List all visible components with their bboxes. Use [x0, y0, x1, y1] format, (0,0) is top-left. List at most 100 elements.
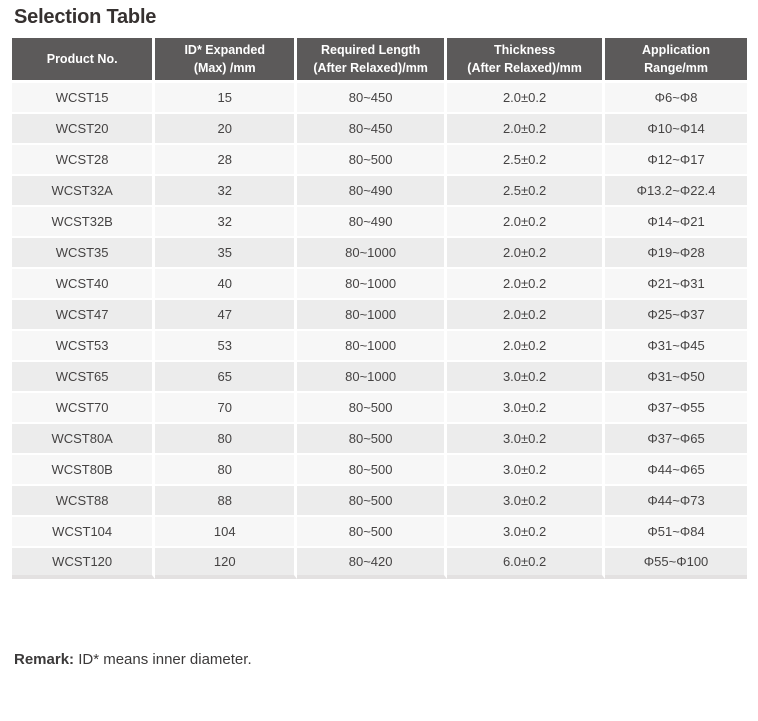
page: Selection Table Product No. ID* Expanded (… — [12, 6, 758, 668]
cell-thickness: 3.0±0.2 — [447, 455, 606, 486]
cell-product-no: WCST70 — [12, 393, 156, 424]
cell-id-expanded: 28 — [155, 145, 298, 176]
table-header: Product No. ID* Expanded (Max) /mm Required… — [12, 38, 747, 83]
cell-required-length: 80~1000 — [297, 269, 448, 300]
table-row: WCST40 40 80~1000 2.0±0.2 Φ21~Φ31 — [12, 269, 747, 300]
remark-label: Remark: — [14, 651, 75, 668]
cell-id-expanded: 104 — [155, 517, 298, 548]
cell-id-expanded: 40 — [155, 269, 298, 300]
cell-required-length: 80~1000 — [297, 362, 448, 393]
cell-product-no: WCST32B — [12, 207, 156, 238]
cell-required-length: 80~500 — [297, 393, 448, 424]
cell-id-expanded: 80 — [155, 424, 298, 455]
table-row: WCST47 47 80~1000 2.0±0.2 Φ25~Φ37 — [12, 300, 747, 331]
table-row: WCST80B 80 80~500 3.0±0.2 Φ44~Φ65 — [12, 455, 747, 486]
column-header-id-expanded: ID* Expanded (Max) /mm — [155, 38, 298, 83]
cell-required-length: 80~490 — [297, 207, 448, 238]
column-header-line1: ID* Expanded — [184, 42, 266, 57]
cell-required-length: 80~1000 — [297, 238, 448, 269]
page-title: Selection Table — [14, 6, 157, 28]
table-row: WCST20 20 80~450 2.0±0.2 Φ10~Φ14 — [12, 114, 747, 145]
cell-required-length: 80~450 — [297, 83, 448, 114]
table-row: WCST70 70 80~500 3.0±0.2 Φ37~Φ55 — [12, 393, 747, 424]
selection-table: Product No. ID* Expanded (Max) /mm Required… — [12, 38, 747, 579]
column-header-application-range: Application Range/mm — [605, 38, 747, 83]
cell-product-no: WCST40 — [12, 269, 156, 300]
cell-application-range: Φ12~Φ17 — [605, 145, 747, 176]
cell-application-range: Φ37~Φ55 — [605, 393, 747, 424]
cell-product-no: WCST104 — [12, 517, 156, 548]
cell-application-range: Φ6~Φ8 — [605, 83, 747, 114]
cell-application-range: Φ37~Φ65 — [605, 424, 747, 455]
cell-id-expanded: 70 — [155, 393, 298, 424]
cell-application-range: Φ44~Φ73 — [605, 486, 747, 517]
column-header-line1: Product No. — [46, 51, 118, 66]
cell-thickness: 6.0±0.2 — [447, 548, 606, 579]
column-header-line2: (Max) /mm — [193, 61, 256, 75]
cell-thickness: 3.0±0.2 — [447, 517, 606, 548]
cell-product-no: WCST80B — [12, 455, 156, 486]
table-row: WCST80A 80 80~500 3.0±0.2 Φ37~Φ65 — [12, 424, 747, 455]
cell-product-no: WCST35 — [12, 238, 156, 269]
cell-application-range: Φ55~Φ100 — [605, 548, 747, 579]
cell-id-expanded: 88 — [155, 486, 298, 517]
cell-thickness: 3.0±0.2 — [447, 362, 606, 393]
column-header-required-length: Required Length (After Relaxed)/mm — [297, 38, 448, 83]
cell-id-expanded: 32 — [155, 207, 298, 238]
cell-application-range: Φ19~Φ28 — [605, 238, 747, 269]
cell-application-range: Φ44~Φ65 — [605, 455, 747, 486]
column-header-line2: Range/mm — [644, 61, 708, 75]
cell-application-range: Φ31~Φ45 — [605, 331, 747, 362]
table-row: WCST65 65 80~1000 3.0±0.2 Φ31~Φ50 — [12, 362, 747, 393]
cell-required-length: 80~1000 — [297, 331, 448, 362]
cell-required-length: 80~500 — [297, 145, 448, 176]
column-header-product-no: Product No. — [12, 38, 156, 83]
cell-id-expanded: 120 — [155, 548, 298, 579]
cell-thickness: 3.0±0.2 — [447, 486, 606, 517]
cell-required-length: 80~500 — [297, 455, 448, 486]
cell-application-range: Φ21~Φ31 — [605, 269, 747, 300]
remark-text: ID* means inner diameter. — [74, 651, 252, 668]
cell-required-length: 80~500 — [297, 424, 448, 455]
cell-required-length: 80~420 — [297, 548, 448, 579]
cell-required-length: 80~450 — [297, 114, 448, 145]
cell-id-expanded: 80 — [155, 455, 298, 486]
cell-thickness: 2.0±0.2 — [447, 238, 606, 269]
table-row: WCST35 35 80~1000 2.0±0.2 Φ19~Φ28 — [12, 238, 747, 269]
cell-thickness: 2.0±0.2 — [447, 83, 606, 114]
column-header-line1: Thickness — [494, 42, 556, 57]
table-row: WCST104 104 80~500 3.0±0.2 Φ51~Φ84 — [12, 517, 747, 548]
cell-required-length: 80~500 — [297, 486, 448, 517]
cell-id-expanded: 15 — [155, 83, 298, 114]
cell-id-expanded: 65 — [155, 362, 298, 393]
cell-required-length: 80~500 — [297, 517, 448, 548]
table-row: WCST88 88 80~500 3.0±0.2 Φ44~Φ73 — [12, 486, 747, 517]
cell-application-range: Φ10~Φ14 — [605, 114, 747, 145]
cell-thickness: 3.0±0.2 — [447, 424, 606, 455]
cell-application-range: Φ14~Φ21 — [605, 207, 747, 238]
cell-thickness: 2.0±0.2 — [447, 114, 606, 145]
cell-required-length: 80~1000 — [297, 300, 448, 331]
cell-product-no: WCST88 — [12, 486, 156, 517]
column-header-thickness: Thickness (After Relaxed)/mm — [447, 38, 606, 83]
table-row: WCST53 53 80~1000 2.0±0.2 Φ31~Φ45 — [12, 331, 747, 362]
cell-product-no: WCST120 — [12, 548, 156, 579]
table-row: WCST120 120 80~420 6.0±0.2 Φ55~Φ100 — [12, 548, 747, 579]
cell-application-range: Φ31~Φ50 — [605, 362, 747, 393]
cell-thickness: 2.5±0.2 — [447, 145, 606, 176]
cell-required-length: 80~490 — [297, 176, 448, 207]
cell-id-expanded: 35 — [155, 238, 298, 269]
cell-id-expanded: 32 — [155, 176, 298, 207]
cell-product-no: WCST20 — [12, 114, 156, 145]
cell-thickness: 3.0±0.2 — [447, 393, 606, 424]
table-row: WCST15 15 80~450 2.0±0.2 Φ6~Φ8 — [12, 83, 747, 114]
header-row: Product No. ID* Expanded (Max) /mm Required… — [12, 38, 747, 83]
cell-thickness: 2.5±0.2 — [447, 176, 606, 207]
column-header-line2: (After Relaxed)/mm — [467, 61, 582, 75]
table-row: WCST32B 32 80~490 2.0±0.2 Φ14~Φ21 — [12, 207, 747, 238]
cell-id-expanded: 47 — [155, 300, 298, 331]
cell-thickness: 2.0±0.2 — [447, 207, 606, 238]
table-body: WCST15 15 80~450 2.0±0.2 Φ6~Φ8 WCST20 20 80~450… — [12, 83, 747, 579]
column-header-line2: (After Relaxed)/mm — [313, 61, 428, 75]
remark: Remark: ID* means inner diameter. — [14, 651, 758, 668]
